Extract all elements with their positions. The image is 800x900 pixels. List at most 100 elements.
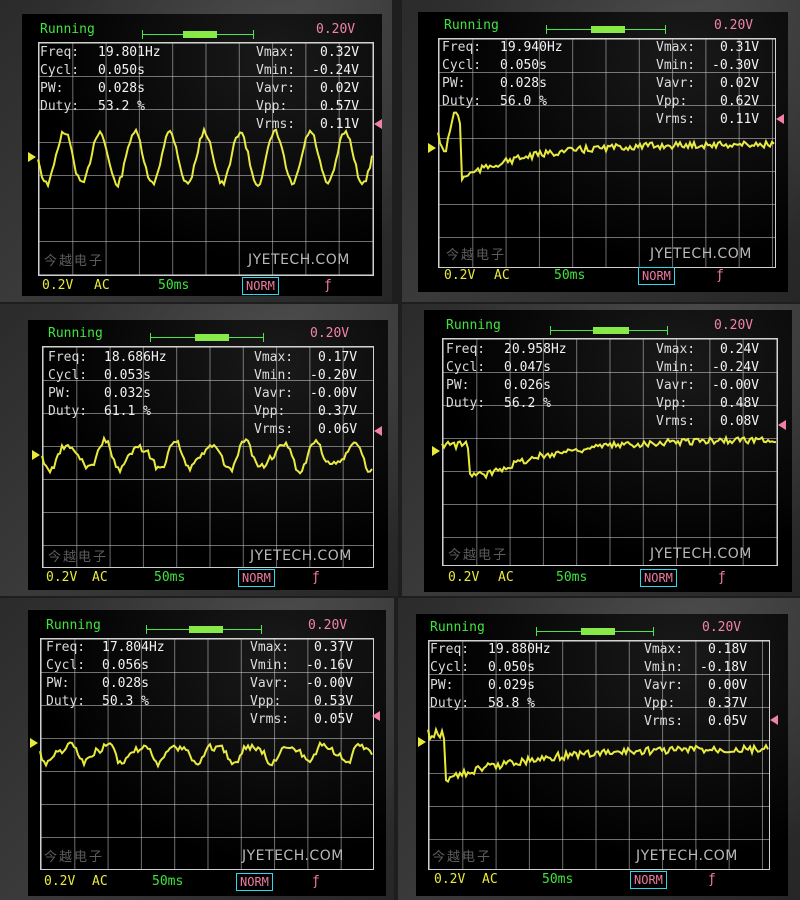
volts-div-top: 0.20V [308, 618, 348, 633]
trigger-level-marker [30, 738, 38, 748]
oscilloscope-photo-6: Running 0.20V Freq: 19.880Hz Cycl: 0.050… [398, 598, 800, 900]
pw-label: PW: [46, 676, 70, 691]
scope-grid [40, 638, 374, 870]
freq-value: 20.958Hz [504, 342, 567, 357]
vrms-value: 0.05V [314, 712, 354, 727]
volts-div-top: 0.20V [310, 326, 350, 341]
pw-label: PW: [430, 678, 454, 693]
volts-div-bottom: 0.2V [434, 872, 466, 887]
waveform-line [41, 435, 373, 475]
brand-watermark: JYETECH.COM [650, 546, 752, 562]
waveform-trace [437, 111, 775, 183]
freq-label: Freq: [446, 342, 486, 357]
timebase-label: 50ms [158, 278, 190, 293]
vpp-value: 0.37V [318, 404, 358, 419]
volts-div-top: 0.20V [702, 620, 742, 635]
vmin-label: Vmin: [256, 63, 296, 78]
duty-label: Duty: [442, 94, 482, 109]
vmax-label: Vmax: [656, 342, 696, 357]
vpp-label: Vpp: [656, 396, 688, 411]
cycl-label: Cycl: [446, 360, 486, 375]
vpp-label: Vpp: [254, 404, 286, 419]
trigger-arrow-marker [778, 420, 786, 430]
pw-label: PW: [48, 386, 72, 401]
waveform-line [427, 726, 769, 783]
coupling-label: AC [92, 570, 108, 585]
cycl-label: Cycl: [48, 368, 88, 383]
cycl-value: 0.050s [98, 63, 145, 78]
freq-value: 18.686Hz [104, 350, 167, 365]
coupling-label: AC [498, 570, 514, 585]
trigger-position-bar [550, 326, 668, 335]
volts-div-top: 0.20V [714, 318, 754, 333]
oscilloscope-photo-4: Running 0.20V Freq: 20.958Hz Cycl: 0.047… [402, 304, 800, 596]
freq-label: Freq: [48, 350, 88, 365]
waveform-trace [37, 126, 373, 189]
vmin-label: Vmin: [656, 58, 696, 73]
waveform-trace [441, 434, 777, 480]
mode-badge: NORM [236, 873, 273, 891]
trigger-position-bar [536, 627, 654, 636]
oscilloscope-photo-3: Running 0.20V Freq: 18.686Hz Cycl: 0.053… [0, 304, 398, 596]
freq-label: Freq: [442, 40, 482, 55]
waveform-line [441, 434, 777, 480]
vavr-value: 0.02V [720, 76, 760, 91]
scope-screen: Running 0.20V Freq: 19.940Hz Cycl: 0.050… [418, 12, 788, 292]
vmin-value: -0.18V [700, 660, 747, 675]
rising-edge-trigger-icon: ƒ [708, 872, 716, 887]
trigger-arrow-marker [372, 711, 380, 721]
coupling-label: AC [94, 278, 110, 293]
status-label: Running [48, 326, 103, 341]
oscilloscope-photo-5: Running 0.20V Freq: 17.804Hz Cycl: 0.056… [0, 598, 394, 900]
trigger-position-bar [142, 30, 254, 39]
scope-screen: Running 0.20V Freq: 19.801Hz Cycl: 0.050… [22, 14, 382, 296]
oscilloscope-photo-2: Running 0.20V Freq: 19.940Hz Cycl: 0.050… [402, 0, 800, 302]
freq-label: Freq: [430, 642, 470, 657]
vrms-value: 0.08V [720, 414, 760, 429]
scope-screen: Running 0.20V Freq: 19.880Hz Cycl: 0.050… [416, 614, 788, 896]
vpp-value: 0.37V [708, 696, 748, 711]
oscilloscope-photo-1: Running 0.20V Freq: 19.801Hz Cycl: 0.050… [0, 0, 392, 302]
vrms-value: 0.11V [720, 112, 760, 127]
freq-value: 19.801Hz [98, 45, 161, 60]
vrms-label: Vrms: [656, 112, 696, 127]
volts-div-bottom: 0.2V [46, 570, 78, 585]
vmin-value: -0.24V [312, 63, 359, 78]
scope-screen: Running 0.20V Freq: 17.804Hz Cycl: 0.056… [28, 610, 386, 896]
trigger-level-marker [432, 446, 440, 456]
vavr-label: Vavr: [254, 386, 294, 401]
brand-watermark: JYETECH.COM [242, 848, 344, 864]
vmax-value: 0.31V [720, 40, 760, 55]
vavr-label: Vavr: [656, 378, 696, 393]
pw-value: 0.032s [104, 386, 151, 401]
pw-value: 0.028s [102, 676, 149, 691]
status-label: Running [46, 618, 101, 633]
vavr-label: Vavr: [250, 676, 290, 691]
vmax-label: Vmax: [250, 640, 290, 655]
trigger-level-marker [418, 737, 426, 747]
scope-grid [42, 346, 374, 568]
rising-edge-trigger-icon: ƒ [312, 570, 320, 585]
timebase-label: 50ms [154, 570, 186, 585]
vavr-label: Vavr: [644, 678, 684, 693]
duty-label: Duty: [40, 99, 80, 114]
vavr-value: -0.00V [306, 676, 353, 691]
rising-edge-trigger-icon: ƒ [324, 278, 332, 293]
timebase-label: 50ms [152, 874, 184, 889]
waveform-line [39, 740, 373, 769]
vmin-value: -0.24V [712, 360, 759, 375]
scope-grid [38, 42, 374, 276]
vrms-label: Vrms: [250, 712, 290, 727]
rising-edge-trigger-icon: ƒ [312, 874, 320, 889]
vrms-label: Vrms: [644, 714, 684, 729]
duty-label: Duty: [48, 404, 88, 419]
vavr-label: Vavr: [256, 81, 296, 96]
brand-cn-watermark: 今越电子 [448, 548, 509, 563]
vpp-value: 0.48V [720, 396, 760, 411]
trigger-position-bar [546, 25, 666, 34]
coupling-label: AC [494, 268, 510, 283]
vpp-label: Vpp: [656, 94, 688, 109]
duty-value: 53.2 % [98, 99, 145, 114]
cycl-value: 0.050s [500, 58, 547, 73]
cycl-value: 0.047s [504, 360, 551, 375]
